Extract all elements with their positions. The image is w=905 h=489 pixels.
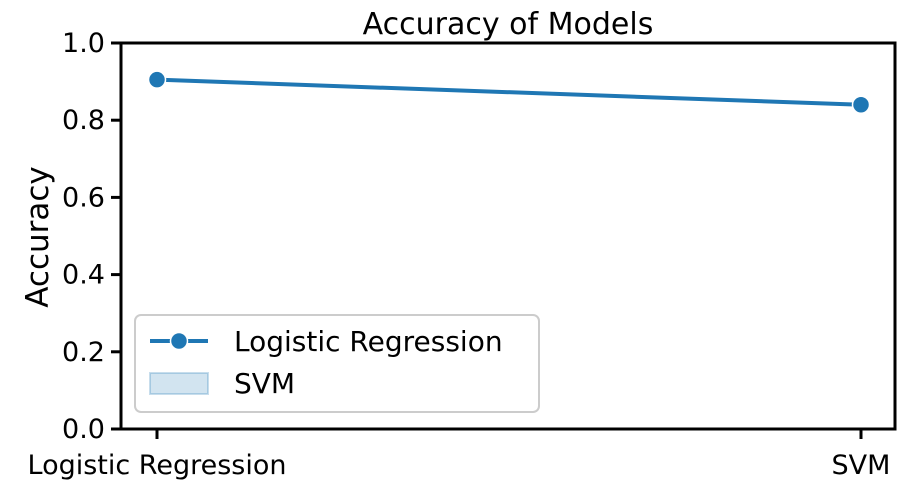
- chart-title: Accuracy of Models: [363, 7, 654, 42]
- x-axis-ticks: Logistic Regression SVM: [28, 429, 891, 481]
- x-tick-label: Logistic Regression: [28, 450, 287, 481]
- legend-label-logistic-regression: Logistic Regression: [234, 325, 503, 358]
- legend-box: [134, 314, 540, 413]
- y-axis-ticks: 0.0 0.2 0.4 0.6 0.8 1.0: [62, 28, 121, 445]
- legend-label-svm: SVM: [234, 367, 295, 400]
- legend-marker-swatch: [169, 331, 189, 351]
- legend-patch-swatch: [149, 372, 209, 395]
- data-point: [851, 95, 871, 115]
- y-tick-label: 0.2: [62, 337, 105, 368]
- y-tick-label: 0.4: [62, 260, 105, 291]
- plot-frame: [119, 41, 897, 431]
- data-point: [147, 70, 167, 89]
- x-tick-label: SVM: [832, 450, 891, 481]
- y-tick-label: 0.0: [62, 414, 105, 445]
- series-line: [155, 77, 863, 107]
- y-tick-label: 0.8: [62, 105, 105, 136]
- y-tick-label: 0.6: [62, 182, 105, 213]
- y-axis-title: Accuracy: [20, 166, 56, 308]
- legend: Logistic Regression SVM: [134, 314, 540, 413]
- y-tick-label: 1.0: [62, 28, 105, 59]
- series-layer: [147, 70, 871, 115]
